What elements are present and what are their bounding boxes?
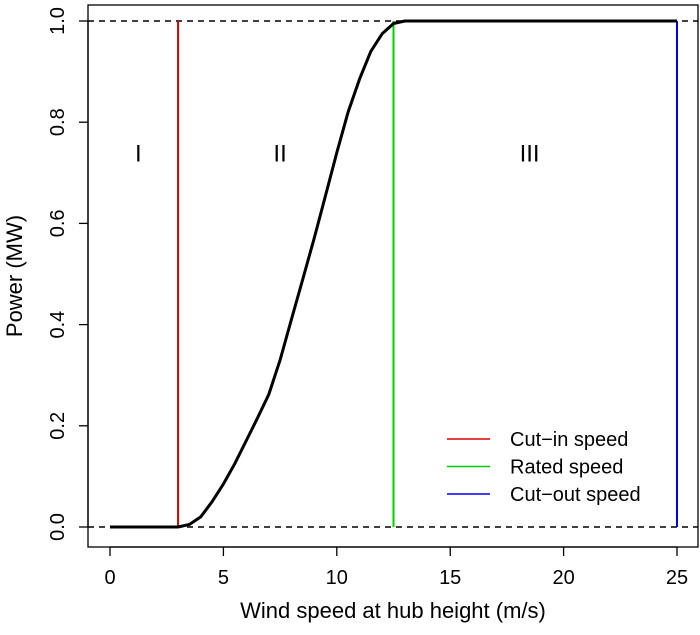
y-tick-label: 0.0 (47, 513, 69, 541)
legend-label: Rated speed (510, 457, 623, 479)
y-tick-label: 1.0 (47, 7, 69, 35)
y-tick-label: 0.4 (47, 311, 69, 339)
region-label: II (273, 141, 286, 168)
x-tick-label: 25 (666, 567, 688, 589)
x-tick-label: 20 (552, 567, 574, 589)
legend-label: Cut−in speed (510, 429, 628, 451)
legend-label: Cut−out speed (510, 484, 641, 506)
y-tick-label: 0.6 (47, 209, 69, 237)
y-axis-label: Power (MW) (2, 215, 27, 337)
y-tick-label: 0.8 (47, 108, 69, 136)
power-curve-line (110, 19, 677, 529)
region-label: I (135, 141, 142, 168)
region-label: III (520, 141, 540, 168)
x-tick-label: 0 (104, 567, 115, 589)
y-tick-label: 0.2 (47, 412, 69, 440)
x-tick-label: 5 (218, 567, 229, 589)
x-tick-label: 15 (439, 567, 461, 589)
x-tick-label: 10 (326, 567, 348, 589)
x-axis-label: Wind speed at hub height (m/s) (240, 598, 546, 623)
